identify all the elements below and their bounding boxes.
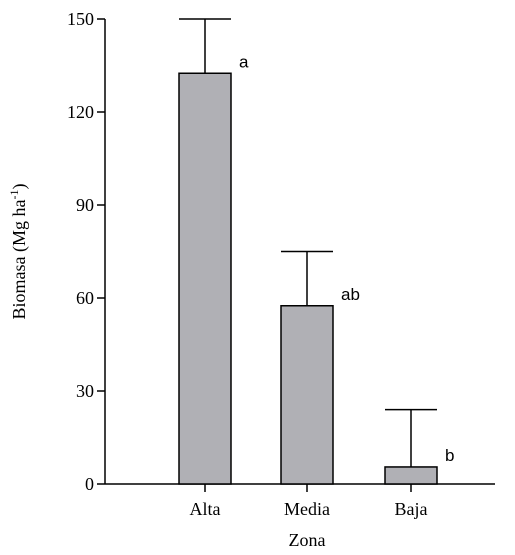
y-tick-label: 60	[76, 288, 94, 308]
x-tick-label-media: Media	[284, 499, 330, 519]
y-axis: 0 30 60 90 120 150	[67, 9, 106, 494]
bar-baja	[384, 466, 438, 485]
y-tick-label: 150	[67, 9, 94, 29]
x-axis: Alta Media Baja	[105, 483, 495, 519]
significance-label-media: ab	[341, 285, 360, 304]
x-axis-title: Zona	[289, 530, 326, 550]
x-tick-label-alta: Alta	[190, 499, 221, 519]
y-tick-label: 30	[76, 381, 94, 401]
y-axis-title-superscript: -1	[7, 190, 21, 200]
error-bars	[179, 18, 437, 467]
y-tick-label: 0	[85, 474, 94, 494]
significance-labels: a ab b	[239, 52, 454, 465]
y-tick-label: 90	[76, 195, 94, 215]
significance-label-alta: a	[239, 52, 249, 71]
y-tick-label: 120	[67, 102, 94, 122]
y-axis-title-main: Biomasa (Mg ha	[9, 200, 30, 320]
y-axis-title: Biomasa (Mg ha-1)	[7, 184, 30, 320]
bar-alta	[178, 72, 232, 485]
y-axis-title-end: )	[9, 184, 30, 190]
significance-label-baja: b	[445, 446, 454, 465]
bar-media	[280, 305, 334, 485]
bars	[178, 72, 438, 485]
x-tick-label-baja: Baja	[395, 499, 428, 519]
